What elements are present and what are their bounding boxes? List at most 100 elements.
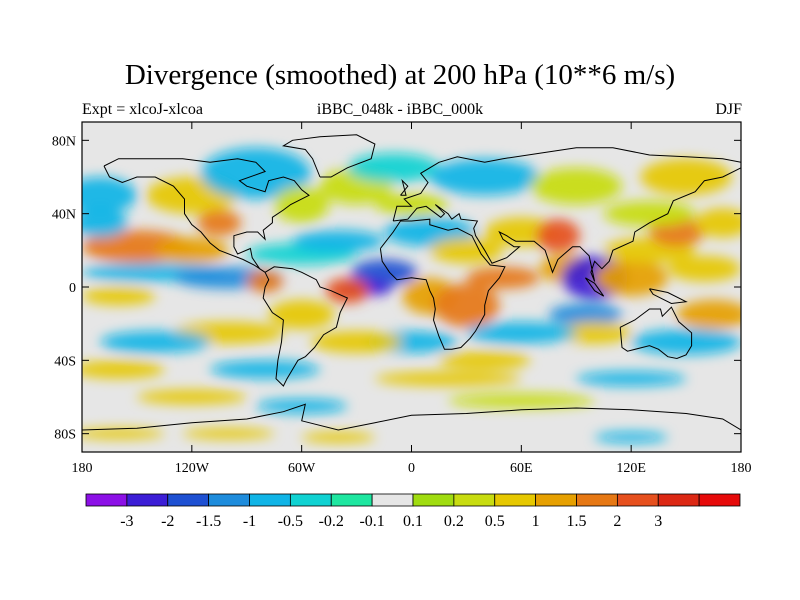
field-region <box>530 167 623 205</box>
field-region <box>429 158 540 196</box>
field-region <box>535 219 580 253</box>
field-region <box>182 428 275 440</box>
colorbar-label: 2 <box>613 513 621 530</box>
coastline <box>584 277 605 297</box>
colorbar-label: 3 <box>654 513 662 530</box>
colorbar-swatch <box>85 493 128 507</box>
coastline <box>379 218 506 350</box>
colorbar-swatch <box>126 493 169 507</box>
colorbar-label: 0.1 <box>403 513 423 530</box>
field-region <box>292 230 385 253</box>
field-region <box>268 299 335 330</box>
field-region <box>438 351 531 370</box>
colorbar-label: 1 <box>532 513 540 530</box>
coastline <box>400 179 409 196</box>
experiment-label: Expt = xlcoJ-xlcoa <box>82 101 203 118</box>
colorbar-label: -2 <box>161 513 174 530</box>
colorbar-label: -0.2 <box>319 513 344 530</box>
field-region <box>466 266 540 289</box>
colorbar-label: 1.5 <box>567 513 587 530</box>
field-region <box>594 431 668 443</box>
colorbar-label: -3 <box>120 513 133 530</box>
field-region <box>548 303 623 326</box>
field-region <box>210 360 320 379</box>
field-region <box>155 237 229 264</box>
y-tick-label: 40S <box>54 354 76 369</box>
field-region <box>100 331 211 353</box>
coastline <box>281 134 376 178</box>
x-tick-label: 180 <box>731 461 752 476</box>
field-region <box>448 393 595 408</box>
colorbar-label: -0.1 <box>359 513 384 530</box>
field-region <box>695 208 741 238</box>
colorbar-label: -0.5 <box>278 513 303 530</box>
colorbar-swatch <box>412 493 455 507</box>
colorbar-label: 0.5 <box>485 513 505 530</box>
coastline <box>392 147 741 282</box>
field-region <box>246 270 284 293</box>
field-region <box>374 371 522 386</box>
x-tick-label: 0 <box>408 461 415 476</box>
field-region <box>200 147 311 199</box>
field-region <box>631 329 741 355</box>
field-region <box>325 277 370 304</box>
colorbar-swatch <box>494 493 537 507</box>
field-region <box>576 371 687 386</box>
field-region <box>136 389 247 405</box>
divergence-field <box>82 147 741 443</box>
field-region <box>640 158 732 196</box>
colorbar-swatch <box>330 493 373 507</box>
colorbar-swatch <box>453 493 496 507</box>
colorbar: -3 -2 -1.5 -1 -0.5 -0.2 -0.1 0.1 0.2 0.5 1 1.5 2 3 <box>85 493 741 530</box>
colorbar-swatch <box>698 493 741 507</box>
colorbar-swatch <box>208 493 250 507</box>
colorbar-swatch <box>535 493 577 507</box>
coastline <box>103 158 310 273</box>
colorbar-swatch <box>249 493 291 507</box>
field-region <box>301 431 375 443</box>
field-region <box>466 321 577 344</box>
coastline <box>82 403 741 431</box>
x-tick-label: 120W <box>175 461 210 476</box>
comparison-label: iBBC_048k - iBBC_000k <box>316 101 484 118</box>
field-region <box>82 360 165 379</box>
field-region <box>82 177 137 214</box>
colorbar-swatch <box>371 493 414 507</box>
colorbar-label: -1 <box>243 513 256 530</box>
colorbar-swatch <box>616 493 659 507</box>
field-region <box>197 210 242 236</box>
field-region <box>557 321 632 344</box>
x-tick-label: 60W <box>288 461 316 476</box>
y-tick-label: 80S <box>54 428 76 443</box>
x-tick-label: 60E <box>510 461 533 476</box>
colorbar-label: 0.2 <box>444 513 464 530</box>
field-region <box>82 287 156 306</box>
coastlines <box>82 134 741 431</box>
coastline <box>619 306 693 360</box>
map-title: Divergence (smoothed) at 200 hPa (10**6 … <box>124 59 676 91</box>
field-region <box>676 299 741 330</box>
field-region <box>82 208 128 238</box>
field-region <box>347 153 439 183</box>
colorbar-swatch <box>167 493 210 507</box>
axis-ticks: 180 120W 60W 0 60E 120E 180 80N 40N 0 40S 80S <box>52 122 752 476</box>
field-region <box>667 255 741 282</box>
colorbar-swatch <box>289 493 332 507</box>
colorbar-swatch <box>657 493 700 507</box>
field-region <box>594 259 668 297</box>
y-tick-label: 80N <box>52 134 76 149</box>
colorbar-label: -1.5 <box>196 513 221 530</box>
field-region <box>603 200 696 227</box>
season-label: DJF <box>715 101 742 118</box>
field-region <box>255 398 348 414</box>
field-region <box>82 428 165 440</box>
x-tick-label: 120E <box>616 461 646 476</box>
field-region <box>429 237 504 264</box>
colorbar-swatch <box>576 493 618 507</box>
coastline <box>262 266 349 387</box>
y-tick-label: 40N <box>52 208 76 223</box>
field-region <box>374 193 449 216</box>
y-tick-label: 0 <box>69 281 76 296</box>
field-region <box>310 331 403 353</box>
